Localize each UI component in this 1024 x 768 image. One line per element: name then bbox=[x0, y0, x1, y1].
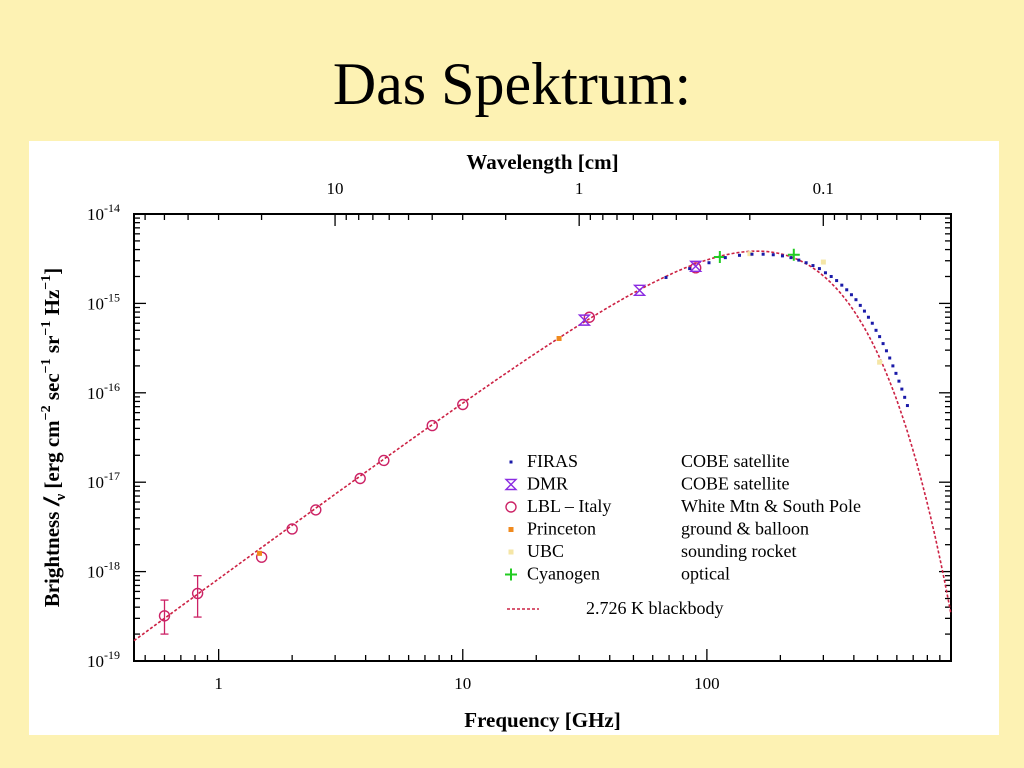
lbl-point bbox=[158, 610, 171, 622]
y-tick-label: 10-14 bbox=[87, 201, 120, 224]
spectrum-figure: 1 10 100 10-19 10-18 10-17 10-16 10-15 10-14 10 1 0… bbox=[29, 141, 999, 735]
y-tick-label: 10-16 bbox=[87, 380, 120, 403]
legend-desc-blackbody: 2.726 K blackbody bbox=[586, 598, 723, 618]
y-tick-label: 10-15 bbox=[87, 290, 120, 313]
firas-point bbox=[884, 349, 888, 353]
legend-label-princeton: Princeton bbox=[527, 519, 596, 539]
legend-marker-dmr bbox=[504, 478, 518, 491]
firas-point bbox=[811, 264, 815, 268]
legend-desc-dmr: COBE satellite bbox=[681, 474, 789, 494]
spectrum-chart: 1 10 100 10-19 10-18 10-17 10-16 10-15 10-14 10 1 0… bbox=[39, 150, 952, 732]
lbl-point bbox=[378, 454, 390, 467]
firas-point bbox=[881, 342, 885, 346]
firas-point bbox=[817, 267, 821, 271]
top-tick-label: 1 bbox=[575, 179, 584, 198]
plot-frame-rect bbox=[133, 213, 952, 662]
lbl-point bbox=[310, 504, 322, 516]
y-tick-label: 10-17 bbox=[87, 469, 120, 492]
legend-label-lbl: LBL – Italy bbox=[527, 496, 611, 516]
blackbody-line bbox=[133, 250, 952, 642]
data-points bbox=[158, 248, 909, 635]
princeton-point bbox=[257, 550, 263, 556]
legend: FIRAS COBE satellite DMR COBE satellite LBL … bbox=[504, 451, 861, 618]
ubc-point bbox=[877, 359, 883, 365]
ubc-point bbox=[820, 259, 826, 265]
firas-point bbox=[761, 252, 765, 256]
legend-desc-princeton: ground & balloon bbox=[681, 519, 809, 539]
firas-point bbox=[905, 404, 909, 408]
legend-desc-firas: COBE satellite bbox=[681, 451, 789, 471]
x-tick-label: 100 bbox=[694, 674, 720, 693]
legend-desc-ubc: sounding rocket bbox=[681, 541, 796, 561]
y-tick-label: 10-18 bbox=[87, 559, 120, 582]
firas-point bbox=[750, 252, 754, 256]
legend-desc-cyanogen: optical bbox=[681, 564, 730, 584]
dmr-point bbox=[632, 284, 647, 297]
firas-point bbox=[664, 275, 668, 279]
firas-point bbox=[897, 379, 901, 383]
y-tick-label: 10-19 bbox=[87, 648, 120, 671]
y-axis-title: Brightness 𝐼ν [erg cm−2 sec−1 sr−1 Hz−1] bbox=[39, 268, 69, 608]
cyanogen-point bbox=[787, 248, 800, 261]
firas-point bbox=[780, 254, 784, 258]
legend-marker-firas bbox=[509, 460, 513, 464]
legend-desc-lbl: White Mtn & South Pole bbox=[681, 496, 861, 516]
firas-point bbox=[870, 321, 874, 325]
firas-point bbox=[849, 293, 853, 297]
firas-point bbox=[804, 261, 808, 265]
legend-label-dmr: DMR bbox=[527, 474, 568, 494]
lbl-point bbox=[426, 419, 438, 432]
lbl-point bbox=[583, 311, 596, 323]
firas-point bbox=[894, 371, 898, 375]
firas-point bbox=[688, 267, 692, 271]
firas-point bbox=[797, 258, 801, 262]
ubc-point bbox=[747, 251, 753, 257]
legend-label-firas: FIRAS bbox=[527, 451, 578, 471]
firas-point bbox=[900, 387, 904, 391]
firas-point bbox=[891, 364, 895, 368]
lbl-point bbox=[457, 398, 469, 411]
slide-title: Das Spektrum: bbox=[332, 51, 692, 117]
blackbody-curve bbox=[133, 250, 952, 642]
lbl-point bbox=[191, 587, 204, 600]
firas-point bbox=[878, 335, 882, 339]
firas-point bbox=[903, 395, 907, 399]
lbl-point bbox=[286, 523, 298, 535]
dmr-point bbox=[689, 260, 703, 273]
firas-point bbox=[862, 309, 866, 313]
firas-point bbox=[840, 283, 844, 287]
firas-point bbox=[723, 256, 727, 260]
legend-label-ubc: UBC bbox=[527, 541, 564, 561]
legend-marker-princeton bbox=[508, 527, 514, 532]
x-tick-label: 1 bbox=[214, 674, 223, 693]
firas-point bbox=[845, 288, 849, 292]
firas-point bbox=[823, 271, 827, 275]
dmr-point bbox=[577, 314, 592, 326]
firas-point bbox=[858, 303, 862, 307]
legend-label-cyanogen: Cyanogen bbox=[527, 564, 600, 584]
firas-point bbox=[829, 274, 833, 278]
axes: 1 10 100 10-19 10-18 10-17 10-16 10-15 10-14 10 1 0… bbox=[39, 150, 952, 732]
firas-point bbox=[771, 253, 775, 257]
firas-point bbox=[866, 315, 870, 319]
firas-point bbox=[888, 356, 892, 360]
plot-frame bbox=[133, 213, 952, 662]
lbl-point bbox=[354, 472, 366, 485]
firas-point bbox=[835, 279, 839, 283]
top-tick-label: 0.1 bbox=[813, 179, 834, 198]
x-axis-title: Frequency [GHz] bbox=[464, 708, 621, 732]
firas-point bbox=[737, 253, 741, 257]
firas-point bbox=[854, 298, 858, 302]
top-tick-label: 10 bbox=[327, 179, 344, 198]
legend-marker-ubc bbox=[508, 549, 514, 555]
firas-point bbox=[789, 256, 793, 260]
x-tick-label: 10 bbox=[454, 674, 471, 693]
princeton-point bbox=[556, 335, 562, 341]
top-axis-title: Wavelength [cm] bbox=[466, 150, 618, 174]
firas-point bbox=[874, 328, 878, 332]
legend-marker-cyanogen bbox=[505, 568, 517, 581]
legend-marker-lbl bbox=[505, 501, 517, 513]
firas-point bbox=[707, 261, 711, 265]
